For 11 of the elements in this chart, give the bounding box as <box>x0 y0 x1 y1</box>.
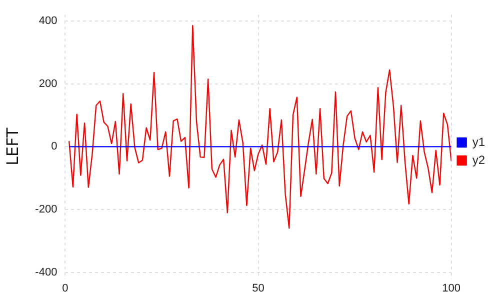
y-tick-label: 0 <box>51 140 58 153</box>
y-tick-label: 400 <box>38 14 58 27</box>
y-tick-label: -400 <box>35 266 58 279</box>
legend-label: y2 <box>472 152 486 167</box>
y-tick-label: 200 <box>38 78 58 90</box>
legend-label: y1 <box>472 134 486 149</box>
x-tick-label: 50 <box>252 282 264 294</box>
x-tick-label: 0 <box>62 282 68 294</box>
y-axis-title: LEFT <box>2 128 22 166</box>
x-tick-label: 100 <box>442 282 461 294</box>
y-tick-label: -200 <box>35 204 58 216</box>
